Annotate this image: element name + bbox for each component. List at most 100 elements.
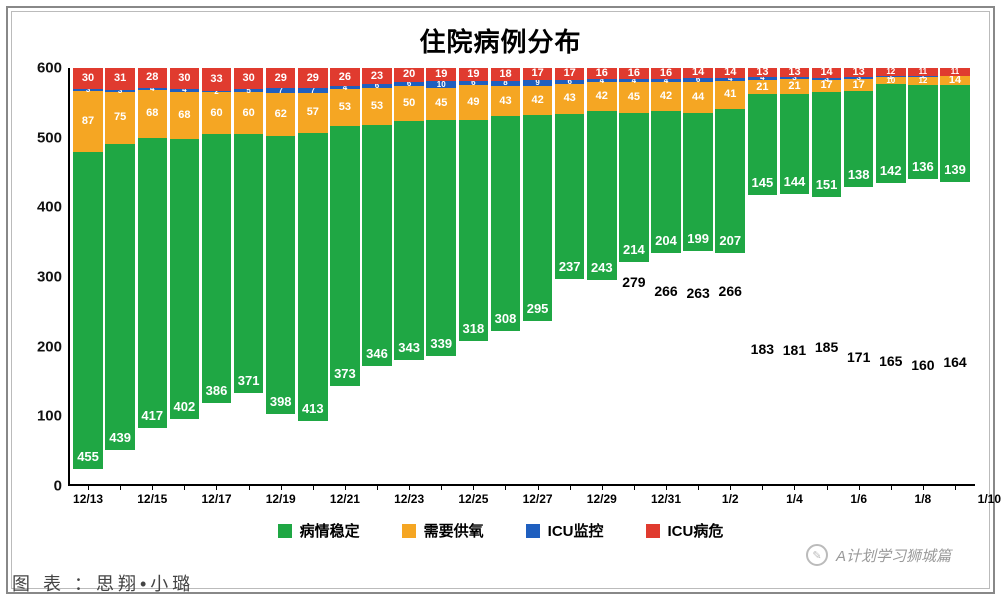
stacked-bar: 41768428 <box>138 68 168 428</box>
legend: 病情稳定需要供氧ICU监控ICU病危 <box>8 520 993 541</box>
bar-segment-stable: 308 <box>491 116 521 331</box>
x-tick <box>297 486 329 516</box>
bar-segment-icu_mon: 5 <box>234 89 264 92</box>
bar-column: 30524342416 <box>586 68 618 486</box>
bar-segment-stable: 136 <box>908 85 938 180</box>
bar-segment-stable: 204 <box>651 111 681 253</box>
x-tick: 12/17 <box>200 486 232 516</box>
bar-segment-oxygen: 43 <box>555 84 585 114</box>
legend-label: 需要供氧 <box>424 520 484 541</box>
bar-column: 18314521413 <box>746 68 778 486</box>
stacked-bar: 14421313 <box>780 68 810 194</box>
bar-column: 46637160530 <box>233 68 265 486</box>
bar-column: 49639862729 <box>265 68 297 486</box>
stacked-bar: 34653623 <box>362 68 392 366</box>
bar-segment-stable: 138 <box>844 91 874 187</box>
stacked-bar: 339451019 <box>426 68 456 356</box>
chart-frame: 住院病例分布 0100200300400500600 5754558733054… <box>6 6 995 594</box>
x-tick <box>233 486 265 516</box>
x-tick <box>554 486 586 516</box>
bar-segment-icu_mon: 3 <box>105 90 135 92</box>
x-tick <box>811 486 843 516</box>
bar-column: 413339451019 <box>425 68 457 486</box>
x-tick <box>746 486 778 516</box>
bar-total-label: 279 <box>622 274 645 290</box>
bar-segment-icu_crit: 17 <box>523 68 553 80</box>
stacked-bar: 43975331 <box>105 68 135 450</box>
stacked-bar: 20741414 <box>715 68 745 253</box>
y-tick: 600 <box>18 60 62 77</box>
bar-segment-icu_mon: 4 <box>138 88 168 91</box>
y-tick: 500 <box>18 129 62 146</box>
bar-segment-icu_crit: 16 <box>619 68 649 79</box>
bar-segment-icu_crit: 30 <box>170 68 200 89</box>
stacked-bar: 40268430 <box>170 68 200 419</box>
bar-segment-stable: 237 <box>555 114 585 279</box>
bar-segment-oxygen: 43 <box>491 86 521 116</box>
bar-segment-oxygen: 60 <box>234 92 264 134</box>
bar-segment-icu_crit: 19 <box>459 68 489 81</box>
legend-item: ICU病危 <box>646 520 724 541</box>
x-tick <box>489 486 521 516</box>
bar-segment-icu_mon: 6 <box>459 81 489 85</box>
bar-segment-icu_mon: 3 <box>73 89 103 91</box>
bar-segment-oxygen: 53 <box>362 88 392 125</box>
bar-segment-oxygen: 14 <box>940 76 970 86</box>
stacked-bar: 13817313 <box>844 68 874 187</box>
bar-total-label: 165 <box>879 353 902 369</box>
watermark: ✎ A计划学习狮城篇 <box>806 544 951 566</box>
bar-column: 37730843818 <box>489 68 521 486</box>
x-tick: 12/19 <box>265 486 297 516</box>
bar-column: 171 13817313 <box>843 68 875 486</box>
stacked-bar: 37353426 <box>330 68 360 386</box>
x-tick <box>361 486 393 516</box>
stacked-bar: 24342416 <box>587 68 617 280</box>
y-tick: 300 <box>18 269 62 286</box>
bar-segment-icu_mon: 10 <box>426 81 456 88</box>
bar-segment-oxygen: 60 <box>202 92 232 134</box>
stacked-bar: 14521413 <box>748 68 778 195</box>
bar-segment-icu_mon: 4 <box>330 86 360 89</box>
bar-segment-stable: 439 <box>105 144 135 450</box>
stacked-bar: 37160530 <box>234 68 264 393</box>
bar-segment-oxygen: 68 <box>138 90 168 137</box>
bar-segment-icu_mon: 6 <box>362 84 392 88</box>
bar-segment-oxygen: 49 <box>459 85 489 119</box>
bar-segment-stable: 417 <box>138 138 168 429</box>
bar-segment-icu_mon: 6 <box>394 82 424 86</box>
bar-segment-oxygen: 41 <box>715 81 745 110</box>
legend-swatch <box>278 524 292 538</box>
bar-segment-icu_crit: 26 <box>330 68 360 86</box>
x-tick <box>104 486 136 516</box>
x-tick: 12/15 <box>136 486 168 516</box>
bar-segment-oxygen: 75 <box>105 92 135 144</box>
x-tick: 12/27 <box>522 486 554 516</box>
stacked-bar: 21445416 <box>619 68 649 262</box>
x-tick: 12/13 <box>72 486 104 516</box>
stacked-bar: 38660233 <box>202 68 232 403</box>
bar-column: 42834653623 <box>361 68 393 486</box>
stacked-bar: 45587330 <box>73 68 103 469</box>
bar-total-label: 185 <box>815 339 838 355</box>
y-tick: 0 <box>18 478 62 495</box>
bar-segment-stable: 295 <box>523 115 553 321</box>
bar-total-label: 171 <box>847 349 870 365</box>
bar-column: 36329542917 <box>522 68 554 486</box>
bar-segment-oxygen: 42 <box>651 82 681 111</box>
bar-column: 45637353426 <box>329 68 361 486</box>
stacked-bar: 19944614 <box>683 68 713 251</box>
bar-segment-stable: 371 <box>234 134 264 392</box>
bar-segment-icu_crit: 14 <box>812 68 842 78</box>
stacked-bar: 41357729 <box>298 68 328 421</box>
bar-segment-icu_mon: 4 <box>170 89 200 92</box>
bar-segment-icu_crit: 31 <box>105 68 135 90</box>
bar-total-label: 266 <box>719 283 742 299</box>
bar-segment-icu_crit: 17 <box>555 68 585 80</box>
x-tick <box>168 486 200 516</box>
legend-label: ICU病危 <box>668 520 724 541</box>
y-tick: 400 <box>18 199 62 216</box>
bar-segment-stable: 139 <box>940 85 970 182</box>
bar-segment-stable: 343 <box>394 121 424 360</box>
bar-segment-stable: 151 <box>812 92 842 197</box>
stacked-bar: 34350620 <box>394 68 424 360</box>
